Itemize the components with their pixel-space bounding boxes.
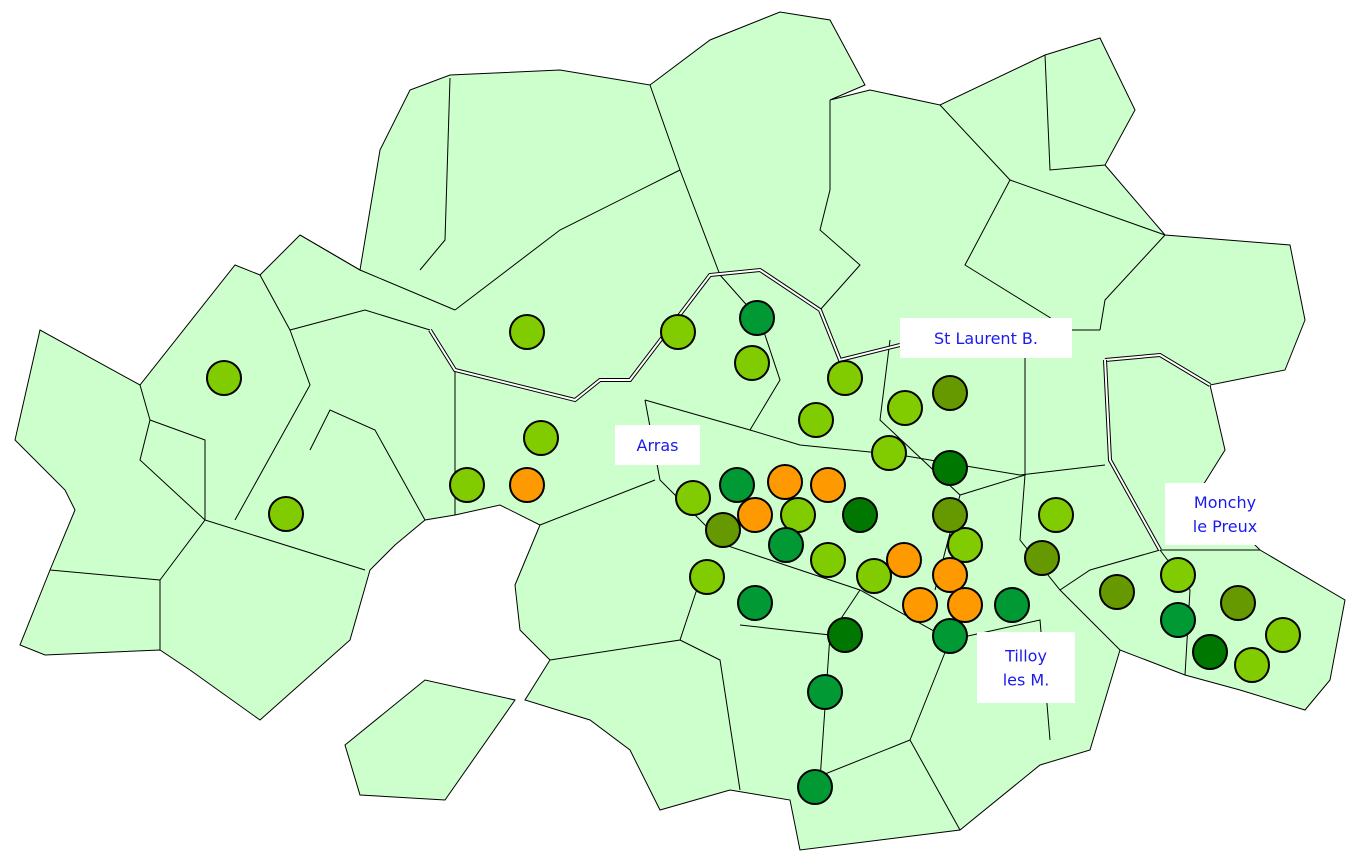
site-dot xyxy=(932,557,968,593)
site-dot xyxy=(871,435,907,471)
border xyxy=(539,479,656,526)
site-dot xyxy=(719,467,755,503)
site-dot xyxy=(842,497,878,533)
site-dot xyxy=(737,585,773,621)
site-dot xyxy=(509,467,545,503)
border xyxy=(1059,549,1260,591)
site-dot xyxy=(1024,540,1060,576)
site-dot xyxy=(797,769,833,805)
site-dot xyxy=(932,497,968,533)
site-dot xyxy=(856,558,892,594)
border xyxy=(1019,464,1106,476)
site-dot xyxy=(886,542,922,578)
label-box xyxy=(1165,483,1285,545)
site-dot xyxy=(509,314,545,350)
site-dot xyxy=(268,496,304,532)
site-dot xyxy=(768,527,804,563)
border xyxy=(719,274,781,431)
site-dot xyxy=(739,300,775,336)
site-dot xyxy=(798,402,834,438)
border xyxy=(1009,179,1166,236)
border xyxy=(234,329,311,521)
border xyxy=(939,104,1071,331)
site-dot xyxy=(1038,497,1074,533)
site-dot xyxy=(737,497,773,533)
place-label: Monchy xyxy=(1194,493,1256,512)
site-dot xyxy=(947,587,983,623)
site-dot xyxy=(734,345,770,381)
site-dot xyxy=(994,587,1030,623)
border xyxy=(419,77,451,271)
site-dot xyxy=(1192,634,1228,670)
border xyxy=(1099,234,1166,331)
border xyxy=(299,234,456,311)
place-label: Arras xyxy=(637,436,679,455)
site-dot xyxy=(689,559,725,595)
road xyxy=(1104,359,1161,551)
site-dot xyxy=(1160,602,1196,638)
site-dot xyxy=(902,587,938,623)
label-box xyxy=(615,425,700,465)
site-dot xyxy=(807,674,843,710)
site-dot xyxy=(810,542,846,578)
site-dot xyxy=(1265,617,1301,653)
place-label: les M. xyxy=(1003,671,1050,690)
place-label: Tilloy xyxy=(1004,647,1047,666)
site-dot xyxy=(675,480,711,516)
region-island xyxy=(344,679,516,801)
border xyxy=(259,274,431,331)
site-dot xyxy=(206,360,242,396)
place-label: le Preux xyxy=(1193,517,1257,536)
site-dot xyxy=(1234,647,1270,683)
border xyxy=(1044,54,1106,171)
site-dot xyxy=(947,527,983,563)
place-label: St Laurent B. xyxy=(934,329,1038,348)
label-box xyxy=(900,318,1072,358)
site-dot xyxy=(1160,557,1196,593)
site-dot xyxy=(932,375,968,411)
site-dot xyxy=(780,497,816,533)
sites xyxy=(206,300,1301,805)
border xyxy=(819,100,861,311)
site-dot xyxy=(1220,585,1256,621)
place-labels: St Laurent B. Arras Monchy le Preux Tilloy le… xyxy=(615,318,1285,703)
site-dot xyxy=(932,618,968,654)
site-dot xyxy=(810,467,846,503)
site-dot xyxy=(705,512,741,548)
border xyxy=(679,639,741,791)
site-dot xyxy=(827,617,863,653)
site-dot xyxy=(449,467,485,503)
border xyxy=(149,419,366,571)
site-dot xyxy=(827,360,863,396)
border xyxy=(454,169,681,311)
site-dot xyxy=(887,390,923,426)
site-dot xyxy=(660,314,696,350)
site-dot xyxy=(932,450,968,486)
border xyxy=(139,384,206,650)
site-dot xyxy=(523,420,559,456)
road xyxy=(1104,353,1211,386)
border xyxy=(909,739,961,831)
label-box xyxy=(977,632,1075,703)
border xyxy=(49,569,161,581)
site-dot xyxy=(767,464,803,500)
border xyxy=(309,409,426,521)
site-dot xyxy=(1099,574,1135,610)
